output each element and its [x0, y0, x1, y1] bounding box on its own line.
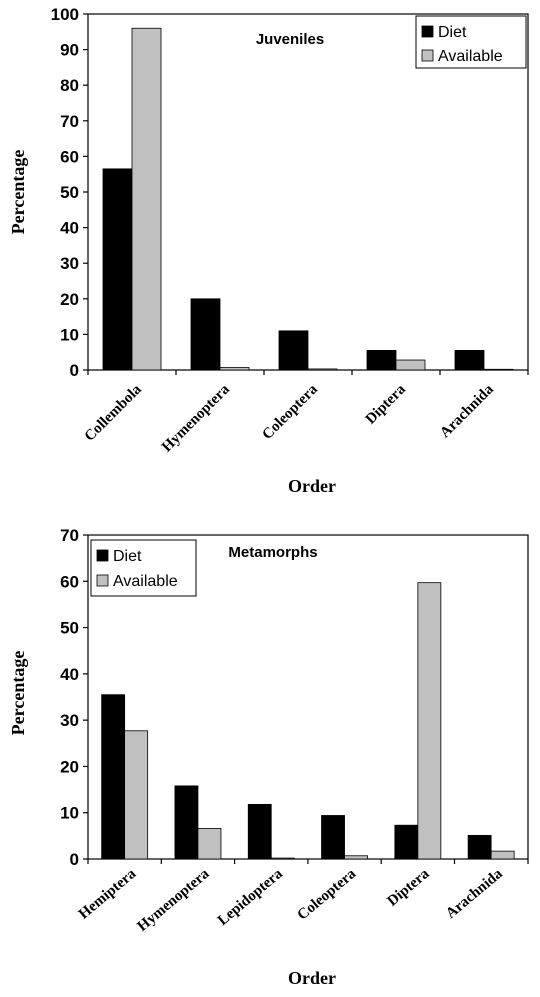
- metamorphs-bar-available: [490, 850, 515, 860]
- metamorphs-category-label: Hemiptera: [76, 865, 140, 922]
- juveniles-chart: 0 10 20 30 40 50 60 70 80 90 100 Collembola Hymenopt…: [8, 5, 529, 496]
- metamorphs-bar-diet: [101, 694, 126, 860]
- metamorphs-y-tick-label: 20: [60, 757, 79, 776]
- juveniles-category-label: Hymenoptera: [159, 381, 233, 455]
- metamorphs-bar-diet: [467, 834, 492, 860]
- juveniles-bar-diet: [278, 330, 309, 371]
- metamorphs-legend-label: Available: [113, 573, 178, 590]
- juveniles-y-tick-label: 30: [60, 254, 79, 273]
- metamorphs-y-tick-label: 0: [70, 850, 79, 869]
- juveniles-y-tick-label: 80: [60, 76, 79, 95]
- metamorphs-y-tick-label: 70: [60, 526, 79, 545]
- metamorphs-legend-swatch: [96, 574, 109, 587]
- juveniles-bar-available: [219, 367, 250, 371]
- metamorphs-bar-available: [197, 828, 222, 860]
- juveniles-bar-available: [483, 368, 514, 371]
- metamorphs-category-label: Hymenoptera: [135, 865, 213, 934]
- metamorphs-legend: [90, 539, 197, 597]
- juveniles-legend-label: Available: [438, 48, 503, 65]
- metamorphs-legend-label: Diet: [113, 548, 142, 565]
- metamorphs-category-label: Lepidoptera: [215, 865, 286, 928]
- metamorphs-bar-diet: [247, 803, 272, 860]
- metamorphs-bar-diet: [174, 785, 199, 860]
- juveniles-y-tick-label: 20: [60, 290, 79, 309]
- metamorphs-bar-available: [270, 857, 295, 860]
- metamorphs-bar-available: [124, 730, 149, 860]
- metamorphs-bar-available: [417, 582, 442, 860]
- metamorphs-y-tick-label: 30: [60, 711, 79, 730]
- metamorphs-bar-available: [344, 855, 368, 860]
- metamorphs-chart-panel: 0 10 20 30 40 50 60 70 Hemiptera Hymenoptera Lepid…: [0, 505, 540, 997]
- juveniles-y-tick-label: 50: [60, 183, 79, 202]
- metamorphs-chart-title: Metamorphs: [228, 544, 317, 561]
- juveniles-chart-title: Juveniles: [256, 31, 324, 48]
- juveniles-bar-diet: [102, 168, 133, 371]
- metamorphs-y-tick-label: 60: [60, 572, 79, 591]
- juveniles-y-tick-label: 70: [60, 112, 79, 131]
- metamorphs-x-axis-title: Order: [288, 968, 336, 988]
- metamorphs-bar-diet: [321, 815, 345, 860]
- juveniles-category-label: Diptera: [363, 381, 409, 427]
- metamorphs-bar-diet: [394, 824, 419, 860]
- metamorphs-legend-swatch: [96, 549, 109, 562]
- juveniles-legend-swatch: [421, 49, 434, 62]
- juveniles-category-label: Collembola: [82, 381, 146, 445]
- juveniles-bar-diet: [366, 350, 397, 371]
- juveniles-y-tick-label: 90: [60, 41, 79, 60]
- juveniles-y-tick-label: 40: [60, 219, 79, 238]
- juveniles-y-axis-title: Percentage: [8, 150, 28, 235]
- metamorphs-y-tick-label: 50: [60, 619, 79, 638]
- metamorphs-y-axis-title: Percentage: [8, 651, 28, 736]
- juveniles-y-tick-label: 100: [51, 5, 79, 24]
- juveniles-x-axis-title: Order: [288, 476, 336, 496]
- juveniles-bar-available: [307, 368, 338, 371]
- juveniles-y-tick-label: 10: [60, 325, 79, 344]
- juveniles-chart-panel: 0 10 20 30 40 50 60 70 80 90 100 Collembola Hymenopt…: [8, 5, 529, 496]
- juveniles-category-label: Arachnida: [437, 381, 497, 441]
- juveniles-category-label: Coleoptera: [259, 381, 321, 443]
- metamorphs-category-label: Arachnida: [443, 865, 506, 922]
- juveniles-y-tick-label: 60: [60, 147, 79, 166]
- juveniles-legend: [415, 15, 527, 69]
- juveniles-bar-diet: [454, 350, 485, 371]
- juveniles-bar-available: [395, 359, 426, 371]
- metamorphs-y-tick-label: 40: [60, 665, 79, 684]
- juveniles-bar-available: [131, 27, 162, 371]
- metamorphs-category-label: Diptera: [384, 865, 432, 909]
- juveniles-legend-swatch: [421, 25, 434, 38]
- metamorphs-category-label: Coleoptera: [295, 865, 360, 923]
- juveniles-bar-diet: [190, 298, 221, 371]
- juveniles-legend-label: Diet: [438, 24, 467, 41]
- metamorphs-y-tick-label: 10: [60, 804, 79, 823]
- juveniles-y-tick-label: 0: [70, 361, 79, 380]
